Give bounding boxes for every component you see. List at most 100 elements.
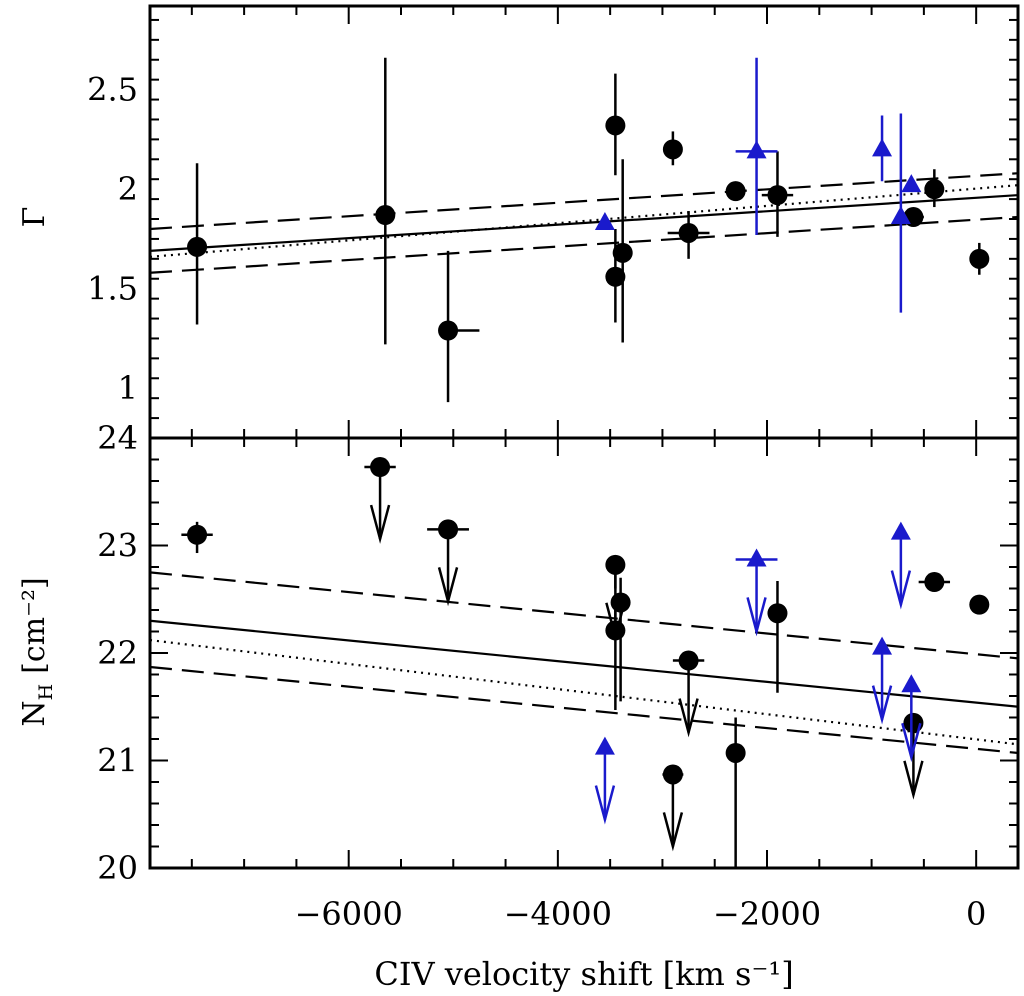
circle-marker xyxy=(903,712,924,733)
gamma-circle-point xyxy=(605,73,626,176)
upper-limit-arrow-head xyxy=(594,785,616,825)
circle-marker xyxy=(187,236,208,257)
x-axis-ticks: −6000 −4000 −2000 0 xyxy=(295,895,987,933)
gamma-circle-point xyxy=(924,169,945,208)
triangle-marker xyxy=(594,736,615,755)
nh-y-label-symbol: N xyxy=(17,700,52,726)
nh-circle-point xyxy=(662,764,684,852)
upper-limit-arrow-head xyxy=(890,570,912,610)
gamma-triangle-point xyxy=(872,115,893,182)
panel-gamma: 1 1.5 2 2.5 Γ xyxy=(17,4,1020,440)
circle-marker xyxy=(187,524,208,545)
nh-ytick-label: 23 xyxy=(97,527,138,565)
nh-triangle-point xyxy=(901,674,922,763)
nh-circle-point xyxy=(605,599,626,710)
triangle-marker xyxy=(901,674,922,693)
nh-ytick-label: 24 xyxy=(97,419,138,457)
nh-fit-dashed-line xyxy=(149,571,1019,660)
nh-y-label-subscript: H xyxy=(35,684,57,701)
circle-marker xyxy=(924,572,945,593)
gamma-fit-lines xyxy=(149,172,1019,274)
gamma-ytick-label: 2.5 xyxy=(87,71,138,109)
upper-limit-arrow-head xyxy=(903,760,924,800)
gamma-circle-point xyxy=(438,250,480,403)
gamma-y-axis-label: Γ xyxy=(17,207,52,228)
nh-fit-dashed-line xyxy=(149,665,1019,755)
gamma-circle-point xyxy=(375,57,396,345)
gamma-circle-point xyxy=(662,131,683,166)
gamma-fit-solid-line xyxy=(149,194,1019,252)
upper-limit-arrow-head xyxy=(437,567,459,607)
upper-limit-arrow-head xyxy=(369,504,391,544)
nh-ytick-label: 20 xyxy=(97,849,138,887)
circle-marker xyxy=(605,115,626,136)
gamma-triangle-point xyxy=(594,211,615,230)
nh-fit-solid-line xyxy=(149,619,1019,708)
triangle-marker xyxy=(890,521,911,540)
circle-marker xyxy=(438,320,459,341)
circle-marker xyxy=(610,592,631,613)
circle-marker xyxy=(725,181,746,202)
gamma-circle-point xyxy=(187,163,208,325)
gamma-axis-ticks: 1 1.5 2 2.5 xyxy=(87,6,1018,439)
nh-circle-point xyxy=(364,457,396,544)
gamma-triangle-point xyxy=(890,113,911,313)
nh-circle-point xyxy=(918,572,951,593)
circle-marker xyxy=(924,179,945,200)
circle-marker xyxy=(438,519,459,540)
triangle-marker xyxy=(746,548,767,567)
gamma-fit-dotted-line xyxy=(149,184,1019,258)
nh-triangle-point xyxy=(890,521,912,610)
upper-limit-arrow-head xyxy=(871,685,893,725)
nh-circle-point xyxy=(427,519,469,607)
circle-marker xyxy=(678,222,699,243)
xtick-label: −4000 xyxy=(504,895,612,933)
circle-marker xyxy=(969,248,990,269)
circle-marker xyxy=(375,205,396,226)
circle-marker xyxy=(969,594,990,615)
upper-limit-arrow-head xyxy=(662,812,684,852)
gamma-fit-dashed-line xyxy=(149,215,1019,274)
circle-marker xyxy=(662,764,683,785)
nh-y-label-unit: [cm⁻²] xyxy=(17,577,52,674)
nh-fit-lines xyxy=(149,571,1019,755)
triangle-marker xyxy=(746,140,767,159)
gamma-circle-point xyxy=(667,211,710,259)
nh-circle-point xyxy=(181,521,213,554)
circle-marker xyxy=(612,242,633,263)
gamma-circle-point xyxy=(725,181,746,202)
gamma-ytick-label: 1 xyxy=(118,369,138,407)
triangle-marker xyxy=(594,211,615,230)
nh-axis-ticks: 20 21 22 23 24 xyxy=(97,419,1018,887)
xtick-label: −2000 xyxy=(713,895,821,933)
nh-circle-point xyxy=(605,554,626,642)
gamma-fit-dashed-line xyxy=(149,172,1019,231)
nh-ytick-label: 21 xyxy=(97,742,138,780)
nh-ytick-label: 22 xyxy=(97,634,138,672)
gamma-triangle-point xyxy=(735,57,778,235)
circle-marker xyxy=(767,185,788,206)
nh-data-points xyxy=(181,457,990,868)
circle-marker xyxy=(678,650,699,671)
circle-marker xyxy=(767,603,788,624)
x-axis-label: CIV velocity shift [km s⁻¹] xyxy=(374,955,793,993)
nh-circle-point xyxy=(903,712,924,800)
circle-marker xyxy=(605,554,626,575)
gamma-ytick-label: 2 xyxy=(118,170,138,208)
circle-marker xyxy=(370,457,391,478)
gamma-ytick-label: 1.5 xyxy=(87,270,138,308)
nh-triangle-point xyxy=(594,736,616,825)
xtick-label: 0 xyxy=(966,895,986,933)
triangle-marker xyxy=(872,636,893,655)
nh-circle-point xyxy=(767,580,788,693)
triangle-marker xyxy=(901,174,922,193)
nh-circle-point xyxy=(672,650,705,738)
nh-fit-dotted-line xyxy=(149,639,1019,746)
nh-circle-point xyxy=(969,594,990,615)
gamma-circle-point xyxy=(969,242,990,275)
circle-marker xyxy=(725,742,746,763)
nh-y-axis-label: NH [cm⁻²] xyxy=(17,577,57,726)
triangle-marker xyxy=(890,206,911,225)
xtick-label: −6000 xyxy=(295,895,403,933)
